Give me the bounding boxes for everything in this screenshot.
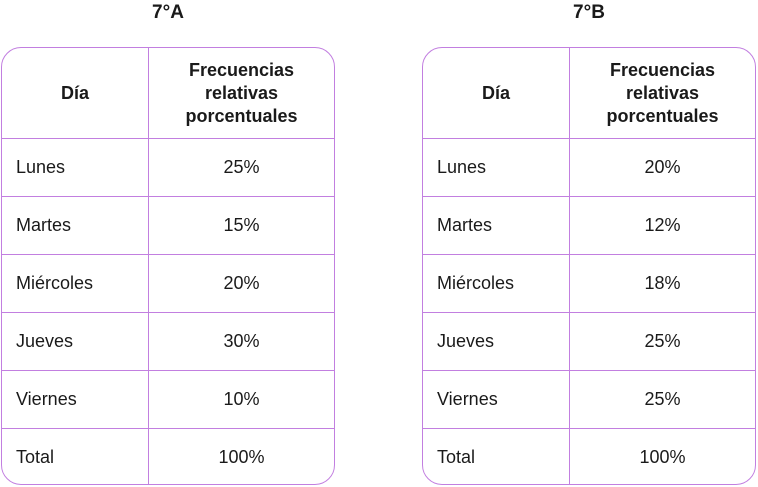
table-header-row: Día Frecuencias relativas porcentuales [2, 48, 334, 138]
header-day: Día [2, 48, 149, 138]
row-value: 10% [223, 389, 260, 409]
table-row: Viernes 10% [2, 370, 334, 428]
row-value: 100% [639, 447, 686, 467]
row-day: Total [2, 429, 149, 484]
header-frequency-line-2: relativas [625, 82, 700, 103]
row-day: Miércoles [2, 255, 149, 312]
table-row: Lunes 20% [423, 138, 755, 196]
row-day: Jueves [2, 313, 149, 370]
row-day: Total [423, 429, 570, 484]
table-row: Viernes 25% [423, 370, 755, 428]
header-frequency-line-2: relativas [204, 82, 279, 103]
row-day: Lunes [423, 139, 570, 196]
row-day: Martes [423, 197, 570, 254]
table-row: Miércoles 18% [423, 254, 755, 312]
table-row: Lunes 25% [2, 138, 334, 196]
table-title-7b: 7°B [573, 2, 605, 23]
row-day: Viernes [423, 371, 570, 428]
table-total-row: Total 100% [2, 428, 334, 484]
header-day: Día [423, 48, 570, 138]
table-total-row: Total 100% [423, 428, 755, 484]
table-row: Miércoles 20% [2, 254, 334, 312]
header-frequency: Frecuencias relativas porcentuales [149, 48, 334, 138]
row-day: Viernes [2, 371, 149, 428]
header-frequency: Frecuencias relativas porcentuales [570, 48, 755, 138]
header-frequency-line-3: porcentuales [185, 105, 298, 126]
row-value: 15% [223, 215, 260, 235]
frequency-table-7a: Día Frecuencias relativas porcentuales L… [1, 47, 335, 485]
table-row: Martes 15% [2, 196, 334, 254]
table-row: Jueves 25% [423, 312, 755, 370]
table-row: Jueves 30% [2, 312, 334, 370]
row-value: 20% [223, 273, 260, 293]
row-day: Miércoles [423, 255, 570, 312]
frequency-table-7b: Día Frecuencias relativas porcentuales L… [422, 47, 756, 485]
row-value: 20% [644, 157, 681, 177]
row-value: 25% [644, 331, 681, 351]
header-frequency-line-1: Frecuencias [609, 59, 716, 80]
row-value: 25% [223, 157, 260, 177]
row-value: 30% [223, 331, 260, 351]
table-header-row: Día Frecuencias relativas porcentuales [423, 48, 755, 138]
header-frequency-line-3: porcentuales [606, 105, 719, 126]
row-day: Jueves [423, 313, 570, 370]
table-title-7a: 7°A [152, 2, 184, 23]
row-day: Lunes [2, 139, 149, 196]
row-value: 12% [644, 215, 681, 235]
row-day: Martes [2, 197, 149, 254]
header-frequency-line-1: Frecuencias [188, 59, 295, 80]
row-value: 18% [644, 273, 681, 293]
row-value: 25% [644, 389, 681, 409]
table-row: Martes 12% [423, 196, 755, 254]
row-value: 100% [218, 447, 265, 467]
